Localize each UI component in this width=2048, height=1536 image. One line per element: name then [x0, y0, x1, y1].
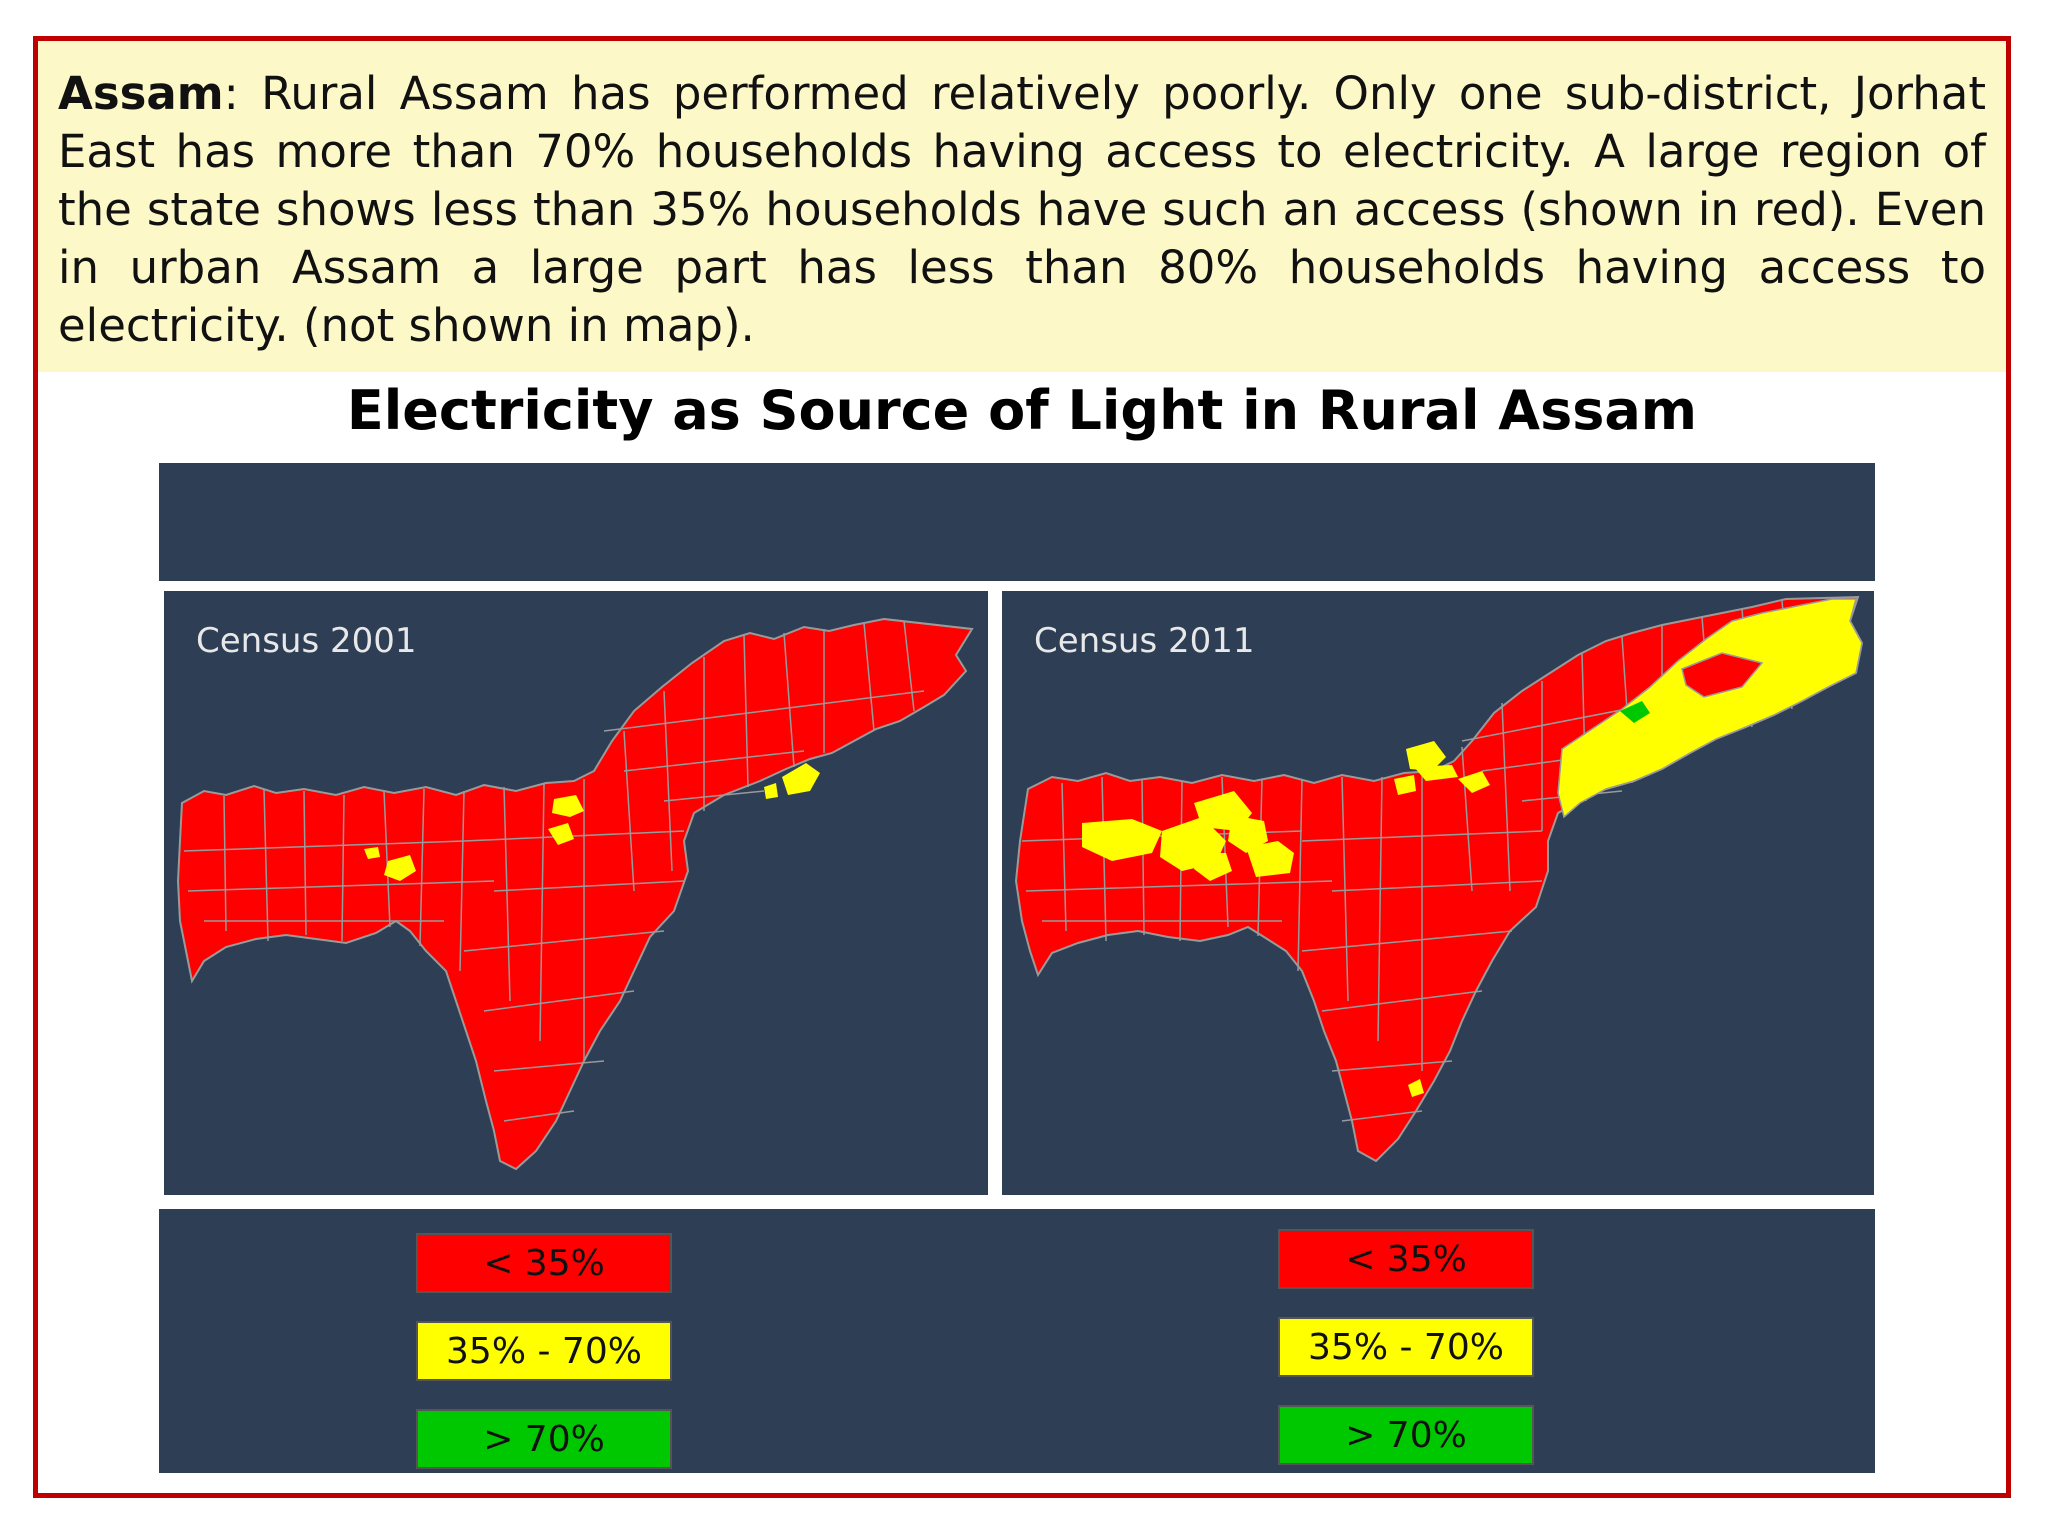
assam-region-mid [548, 823, 574, 845]
map-census-2001: Census 2001 [164, 591, 988, 1195]
assam-region-mid [1408, 1079, 1424, 1097]
legend-low-left: < 35% [416, 1233, 672, 1293]
assam-region-mid [1557, 598, 1863, 819]
assam-region-mid [1228, 815, 1268, 853]
legend-mid-right: 35% - 70% [1278, 1317, 1534, 1377]
assam-region-high [1620, 701, 1650, 723]
map-census-2011: Census 2011 [1002, 591, 1874, 1195]
assam-map-2001 [176, 617, 974, 1171]
assam-region-mid [764, 783, 778, 799]
map-panel: Census 2001 [159, 463, 1875, 1473]
assam-region-mid [1458, 771, 1490, 793]
legend-low-right: < 35% [1278, 1229, 1534, 1289]
slide-frame: Assam: Rural Assam has performed relativ… [33, 36, 2011, 1498]
assam-region-mid [782, 763, 820, 795]
legend-mid-left: 35% - 70% [416, 1321, 672, 1381]
assam-region-low [1681, 652, 1764, 698]
map-label-2001: Census 2001 [196, 621, 417, 661]
assam-region-low [176, 617, 974, 1171]
intro-lead: Assam [58, 67, 224, 120]
intro-text: : Rural Assam has performed relatively p… [58, 67, 1986, 352]
intro-paragraph: Assam: Rural Assam has performed relativ… [38, 41, 2006, 372]
legend-high-right: > 70% [1278, 1405, 1534, 1465]
district-lines [183, 620, 925, 1122]
assam-region-mid [1414, 765, 1458, 781]
top-band [159, 463, 1875, 581]
assam-region-mid [364, 847, 380, 859]
assam-region-mid [1194, 853, 1232, 881]
map-label-2011: Census 2011 [1034, 621, 1255, 661]
assam-region-mid [384, 855, 416, 881]
assam-region-mid [1246, 841, 1294, 877]
assam-map-2011 [1014, 595, 1864, 1163]
assam-region-mid [1394, 775, 1416, 795]
assam-region-mid [552, 795, 584, 817]
page-title: Electricity as Source of Light in Rural … [346, 379, 1698, 442]
legend-high-left: > 70% [416, 1409, 672, 1469]
assam-region-mid [1082, 819, 1162, 861]
assam-region-mid [1406, 741, 1446, 771]
legend-band: < 35% 35% - 70% > 70% < 35% 35% - 70% > … [159, 1209, 1875, 1473]
